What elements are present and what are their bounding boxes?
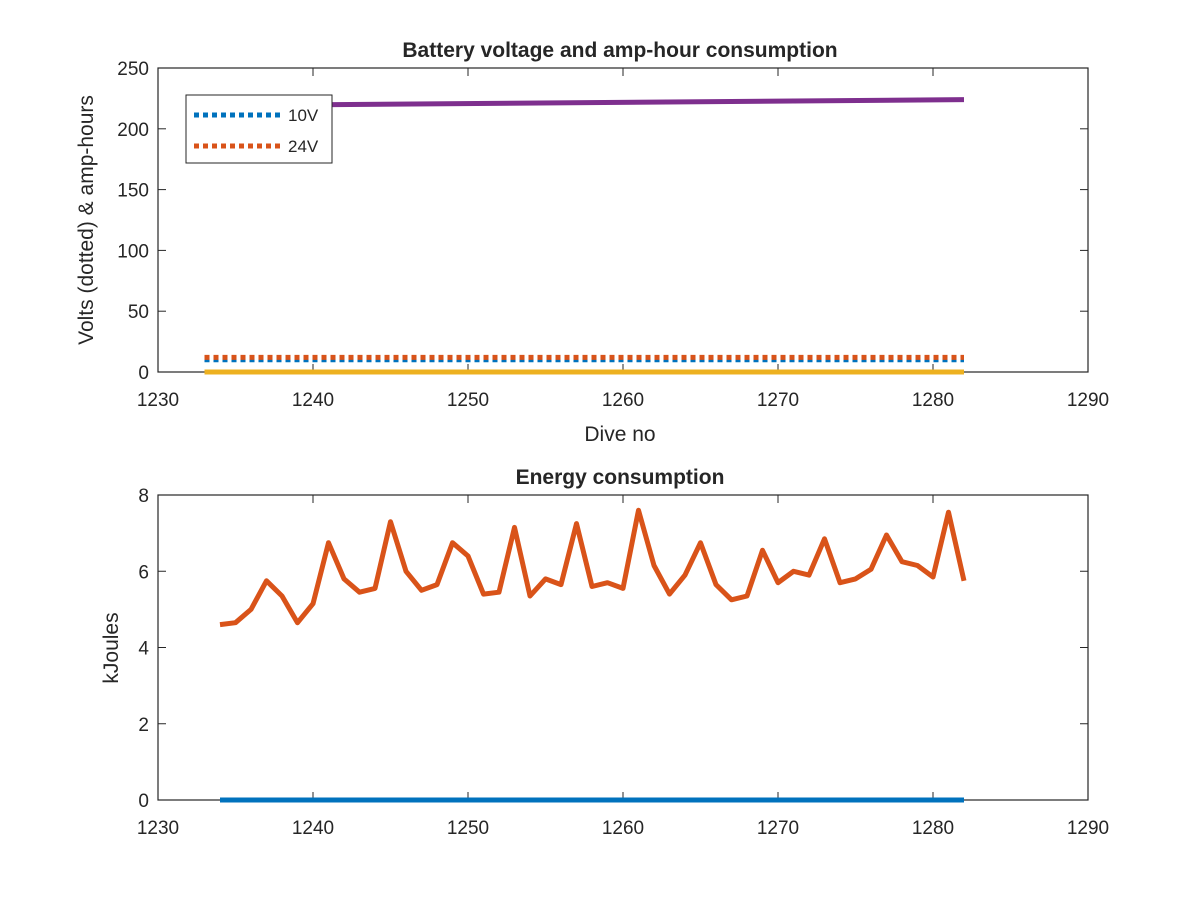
top-y-tick-label: 150 — [117, 181, 149, 202]
top-y-tick-label: 100 — [117, 241, 149, 262]
top-x-tick-label: 1250 — [447, 390, 489, 411]
bottom-series — [219, 507, 967, 803]
top-y-tick-label: 50 — [128, 302, 149, 323]
bottom-y-axis-label: kJoules — [100, 612, 123, 683]
bottom-x-tick-label: 1230 — [137, 818, 179, 839]
legend-label-10v: 10V — [288, 106, 319, 125]
top-x-tick-label: 1260 — [602, 390, 644, 411]
bottom-x-tick-label: 1290 — [1067, 818, 1109, 839]
bottom-y-tick-label: 0 — [138, 791, 149, 812]
legend: 10V 24V — [185, 94, 333, 164]
top-x-ticks: 1230 1240 1250 1260 1270 1280 1290 — [137, 68, 1109, 411]
top-x-tick-label: 1240 — [292, 390, 334, 411]
bottom-y-tick-label: 6 — [138, 562, 149, 583]
top-y-tick-label: 0 — [138, 363, 149, 384]
top-series — [204, 97, 965, 375]
bottom-x-tick-label: 1240 — [292, 818, 334, 839]
top-x-tick-label: 1230 — [137, 390, 179, 411]
bottom-x-tick-label: 1280 — [912, 818, 954, 839]
bottom-series-line-1 — [219, 507, 967, 628]
top-x-tick-label: 1280 — [912, 390, 954, 411]
bottom-x-tick-label: 1270 — [757, 818, 799, 839]
bottom-y-tick-label: 2 — [138, 715, 149, 736]
top-x-tick-label: 1290 — [1067, 390, 1109, 411]
top-y-ticks: 0 50 100 150 200 250 — [117, 59, 1088, 384]
bottom-y-ticks: 0 2 4 6 8 — [138, 486, 1088, 812]
bottom-x-tick-label: 1260 — [602, 818, 644, 839]
battery-voltage-axes: Battery voltage and amp-hour consumption… — [75, 39, 1109, 446]
top-chart-title: Battery voltage and amp-hour consumption — [402, 39, 837, 62]
bottom-y-tick-label: 8 — [138, 486, 149, 507]
legend-label-24v: 24V — [288, 137, 319, 156]
legend-box — [185, 94, 333, 164]
top-y-tick-label: 250 — [117, 59, 149, 80]
bottom-x-ticks: 1230 1240 1250 1260 1270 1280 1290 — [137, 495, 1109, 839]
bottom-plot-box — [157, 494, 1089, 801]
top-y-axis-label: Volts (dotted) & amp-hours — [75, 95, 98, 345]
energy-consumption-axes: Energy consumption 1230 1240 1250 1260 1270 1… — [100, 466, 1109, 839]
top-x-axis-label: Dive no — [584, 423, 655, 446]
top-x-tick-label: 1270 — [757, 390, 799, 411]
bottom-y-tick-label: 4 — [138, 639, 149, 660]
top-y-tick-label: 200 — [117, 120, 149, 141]
bottom-chart-title: Energy consumption — [516, 466, 725, 489]
bottom-x-tick-label: 1250 — [447, 818, 489, 839]
